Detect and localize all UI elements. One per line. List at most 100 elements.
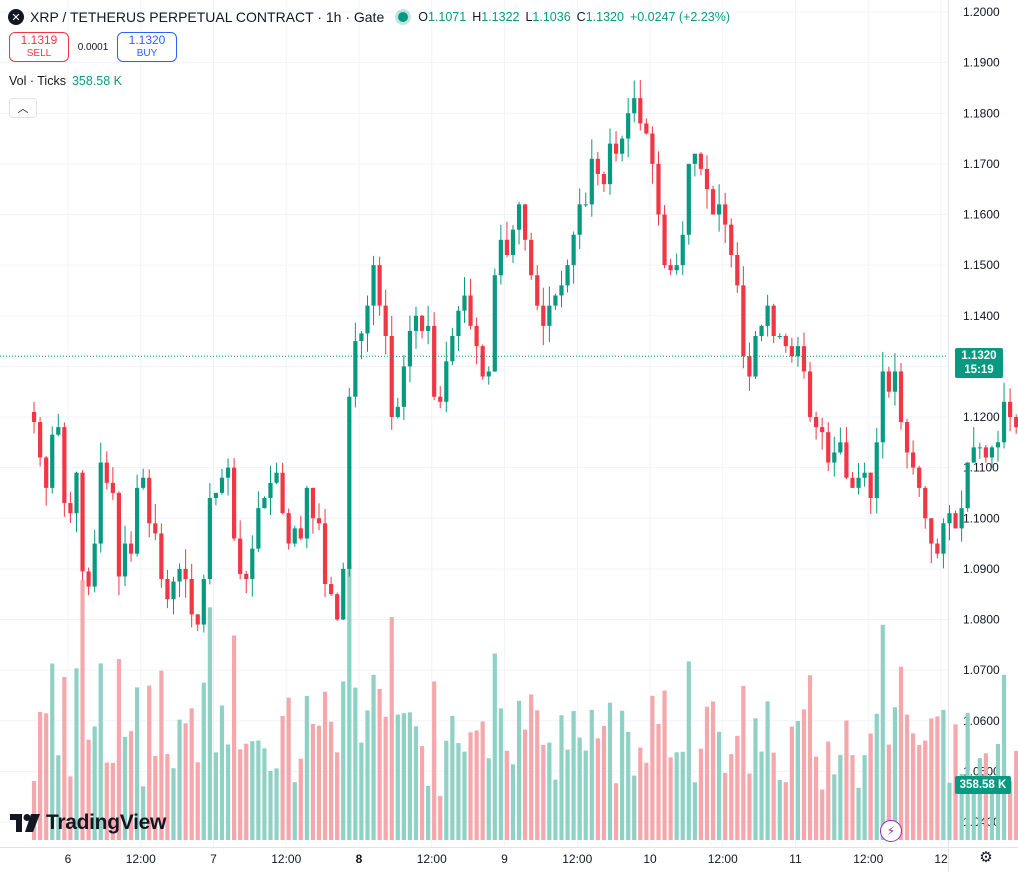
volume-bar [777,780,782,840]
lightning-icon[interactable]: ⚡ [880,820,902,842]
tradingview-logo[interactable]: TradingView [10,811,166,835]
candle-body [201,579,206,625]
volume-bar [480,721,485,840]
current-volume-tag: 358.58 K [955,776,1011,794]
candle-body [389,336,394,417]
volume-bar [498,708,503,840]
y-tick-label: 1.0600 [963,714,1000,728]
y-tick-label: 1.0700 [963,663,1000,677]
candle-body [498,239,503,276]
candle-body [777,336,782,337]
volume-bar [122,736,128,840]
volume-bar [395,714,400,840]
volume-bar [177,719,182,840]
candle-body [789,346,794,357]
volume-bar [68,776,73,840]
volume-bar [329,721,334,840]
x-tick-label: 11 [789,852,802,866]
candle-body [347,396,352,569]
symbol-title[interactable]: XRP / TETHERUS PERPETUAL CONTRACT · 1h ·… [30,9,385,25]
volume-bar [92,726,97,840]
volume-bar [141,786,146,840]
candle-body [832,452,837,463]
candle-body [86,571,91,587]
candle-body [395,406,400,417]
candle-body [56,427,61,435]
x-tick-label: 12:00 [126,852,156,866]
volume-bar [807,675,813,840]
candle-body [820,427,825,433]
volume-bar [492,653,497,840]
volume-bar [559,715,564,840]
volume-bar [262,748,267,840]
volume-bar [668,757,673,840]
volume-bar [571,711,576,840]
volume-bar [662,690,667,840]
volume-bar [856,787,861,840]
volume-bar [419,746,425,840]
volume-bar [935,716,940,840]
volume-bar [759,751,764,840]
current-price-tag: 1.1320 15:19 [955,348,1003,379]
volume-bar [601,725,607,840]
volume-bar [541,744,546,840]
volume-bar [789,726,794,840]
x-tick-label: 9 [501,852,508,866]
volume-bar [674,752,679,840]
candle-body [207,498,212,579]
candle-body [807,371,813,417]
candle-body [759,325,764,336]
volume-label: Vol · Ticks [9,74,66,88]
candle-body [116,492,122,577]
volume-bar [723,773,728,840]
volume-bar [110,762,115,840]
volume-bar [250,741,255,840]
candle-body [529,239,534,276]
candle-body [814,417,819,428]
candle-body [141,477,146,488]
candle-body [510,229,516,255]
candle-body [322,523,328,585]
candle-body [704,168,710,190]
buy-button[interactable]: 1.1320 BUY [117,32,177,62]
candle-body [620,138,625,154]
candle-body [135,487,140,554]
volume-bar [201,682,206,840]
gear-icon[interactable]: ⚙ [979,849,993,866]
candle-body [298,528,303,539]
candle-body [44,457,49,488]
candle-body [553,295,558,306]
volume-bar [717,731,722,840]
market-status-icon[interactable] [398,12,409,22]
volume-bar [456,743,461,840]
collapse-legend-button[interactable]: ︿ [9,98,37,118]
volume-bar [359,742,364,840]
volume-legend[interactable]: Vol · Ticks 358.58 K [9,74,122,88]
candle-body [292,528,297,544]
volume-bar [238,749,243,840]
volume-bar [771,752,776,840]
candle-body [407,330,413,367]
candle-body [225,467,231,478]
candle-body [365,305,370,334]
candle-body [450,336,455,362]
volume-bar [644,762,649,840]
volume-bar [38,711,43,840]
candle-body [286,513,291,544]
volume-bar [862,755,867,840]
candle-body [335,594,340,620]
candle-body [238,538,243,574]
x-tick-label: 12:00 [853,852,883,866]
candle-body [438,396,443,402]
candle-body [504,239,510,255]
candle-body [747,356,752,377]
sell-button[interactable]: 1.1319 SELL [9,32,69,62]
x-tick-label: 12:00 [708,852,738,866]
x-tick-label: 12:00 [417,852,447,866]
candle-body [607,143,613,185]
volume-bar [838,754,843,840]
volume-bar [195,762,200,840]
volume-bar [371,674,376,840]
candle-body [280,472,285,514]
